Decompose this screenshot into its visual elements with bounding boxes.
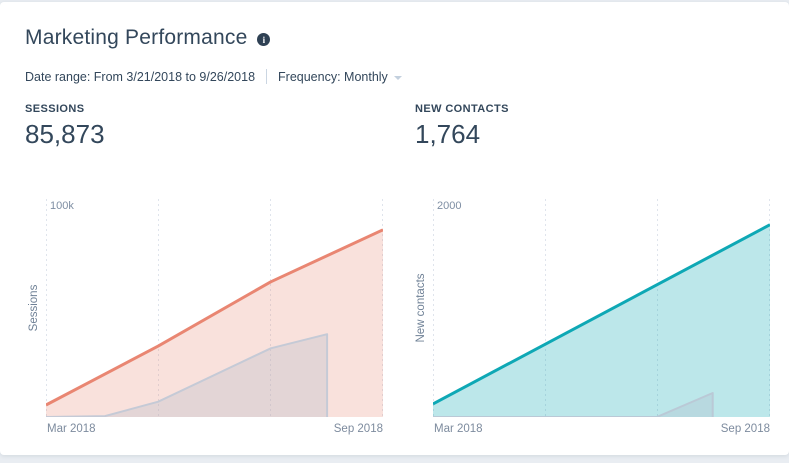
new-contacts-chart: New contacts 2000 Mar 2018 Sep 2018 <box>412 192 782 442</box>
frequency-dropdown[interactable]: Frequency: Monthly <box>278 70 402 84</box>
date-range-text: Date range: From 3/21/2018 to 9/26/2018 <box>25 69 256 84</box>
current-period-sessions-line <box>45 228 384 407</box>
chevron-down-icon <box>393 75 402 80</box>
kpi-new-contacts-label: NEW CONTACTS <box>415 103 509 115</box>
previous-period-sessions-line <box>45 333 329 418</box>
kpi-sessions-value: 85,873 <box>25 119 105 149</box>
new-contacts-plot <box>432 199 771 418</box>
new-contacts-x-tick-start: Mar 2018 <box>434 423 483 435</box>
new-contacts-y-top-tick: 2000 <box>437 200 462 212</box>
current-period-new-contacts-line <box>432 223 771 406</box>
filters-bar: Date range: From 3/21/2018 to 9/26/2018 … <box>25 69 402 84</box>
sessions-chart: Sessions 100k Mar 2018 Sep 2018 <box>25 192 395 442</box>
sessions-x-tick-end: Sep 2018 <box>333 423 383 435</box>
kpi-sessions: SESSIONS 85,873 <box>25 103 105 150</box>
page-title-text: Marketing Performance <box>25 26 248 49</box>
current-period-new-contacts-area <box>433 224 770 417</box>
kpi-new-contacts-value: 1,764 <box>415 119 481 149</box>
frequency-text: Frequency: Monthly <box>278 69 388 84</box>
report-card: Marketing Performance i Date range: From… <box>0 2 789 455</box>
previous-period-new-contacts-area <box>433 393 713 417</box>
sessions-plot <box>45 199 384 418</box>
sessions-x-tick-start: Mar 2018 <box>47 423 96 435</box>
previous-period-sessions-area <box>46 334 328 417</box>
new-contacts-plot-svg <box>432 199 771 418</box>
new-contacts-y-axis-label: New contacts <box>415 273 427 343</box>
sessions-plot-svg <box>45 199 384 418</box>
sessions-y-top-tick: 100k <box>50 200 74 212</box>
kpi-sessions-label: SESSIONS <box>25 103 85 115</box>
kpi-new-contacts: NEW CONTACTS 1,764 <box>415 103 509 150</box>
filters-divider <box>266 69 268 84</box>
current-period-sessions-area <box>46 229 383 417</box>
info-icon[interactable]: i <box>257 33 271 46</box>
sessions-y-axis-label: Sessions <box>28 284 40 332</box>
page-title: Marketing Performance i <box>25 26 271 50</box>
new-contacts-x-tick-end: Sep 2018 <box>720 423 770 435</box>
